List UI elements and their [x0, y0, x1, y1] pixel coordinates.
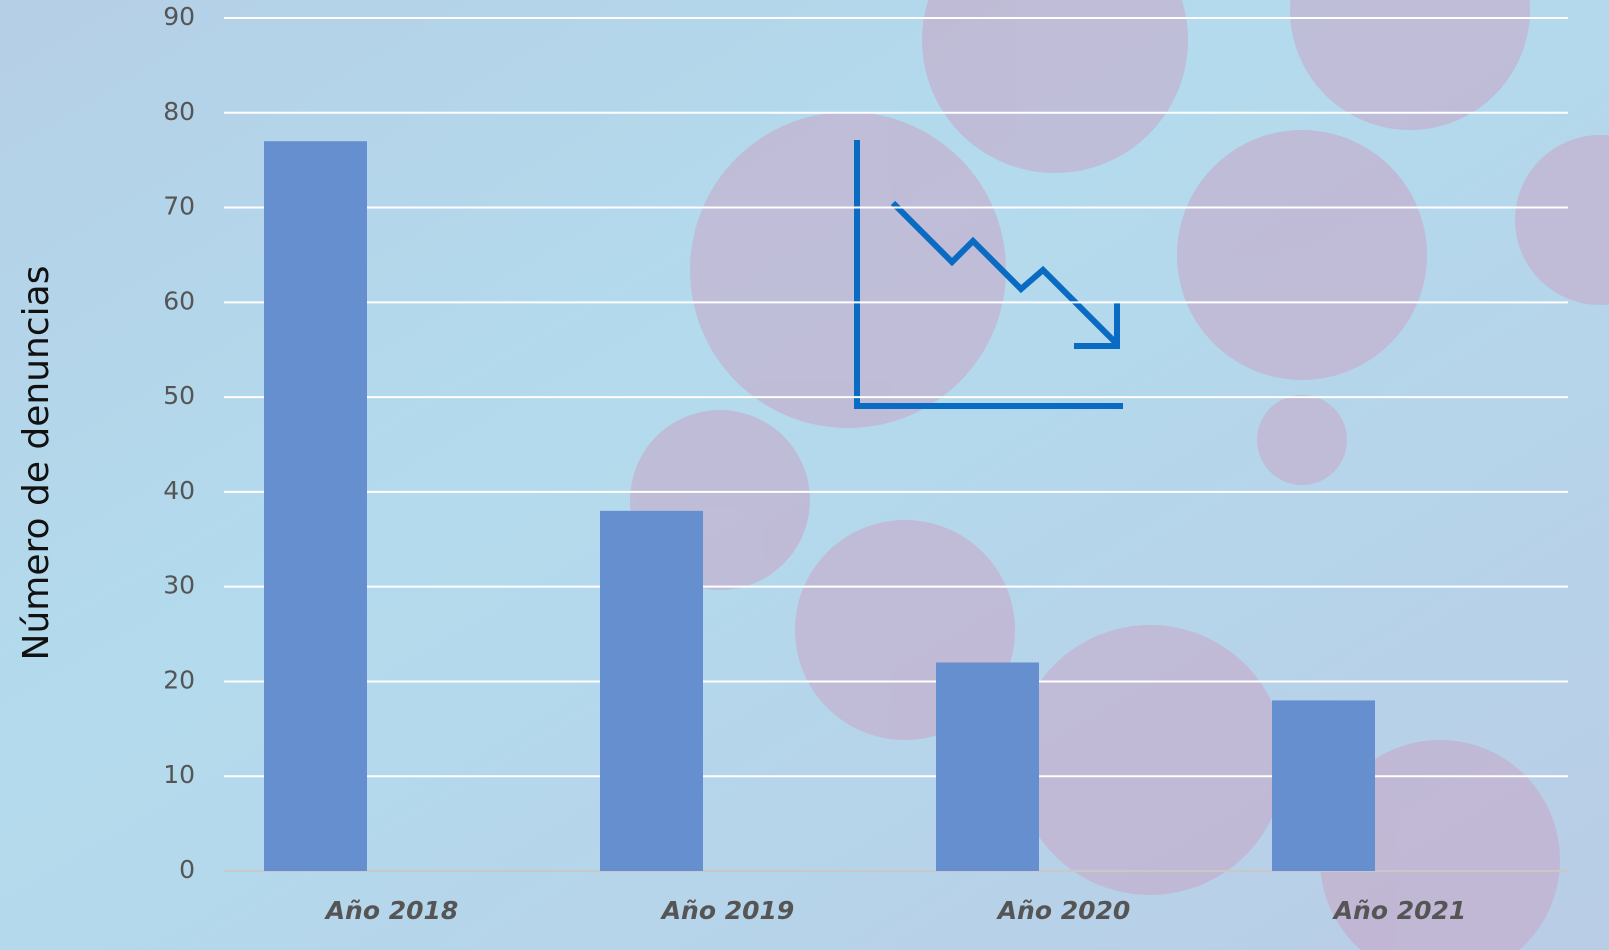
x-tick-label: Año 2018 — [324, 896, 459, 925]
y-tick-label: 60 — [163, 286, 195, 315]
y-tick-label: 90 — [163, 2, 195, 31]
bar — [600, 511, 703, 871]
y-tick-label: 40 — [163, 476, 195, 505]
x-tick-label: Año 2019 — [660, 896, 795, 925]
y-tick-label: 70 — [163, 192, 195, 221]
y-tick-label: 0 — [179, 855, 195, 884]
y-tick-label: 20 — [163, 665, 195, 694]
y-axis-label: Número de denuncias — [16, 266, 57, 661]
x-tick-label: Año 2021 — [1332, 896, 1467, 925]
chart: Número de denuncias 0 10 20 30 40 50 60 70 80 90 A… — [0, 0, 1609, 950]
bar — [1272, 700, 1375, 871]
y-tick-label: 80 — [163, 97, 195, 126]
y-tick-label: 10 — [163, 760, 195, 789]
bar — [936, 662, 1039, 871]
y-tick-label: 50 — [163, 381, 195, 410]
x-tick-label: Año 2020 — [996, 896, 1131, 925]
y-tick-label: 30 — [163, 571, 195, 600]
bar — [264, 141, 367, 871]
